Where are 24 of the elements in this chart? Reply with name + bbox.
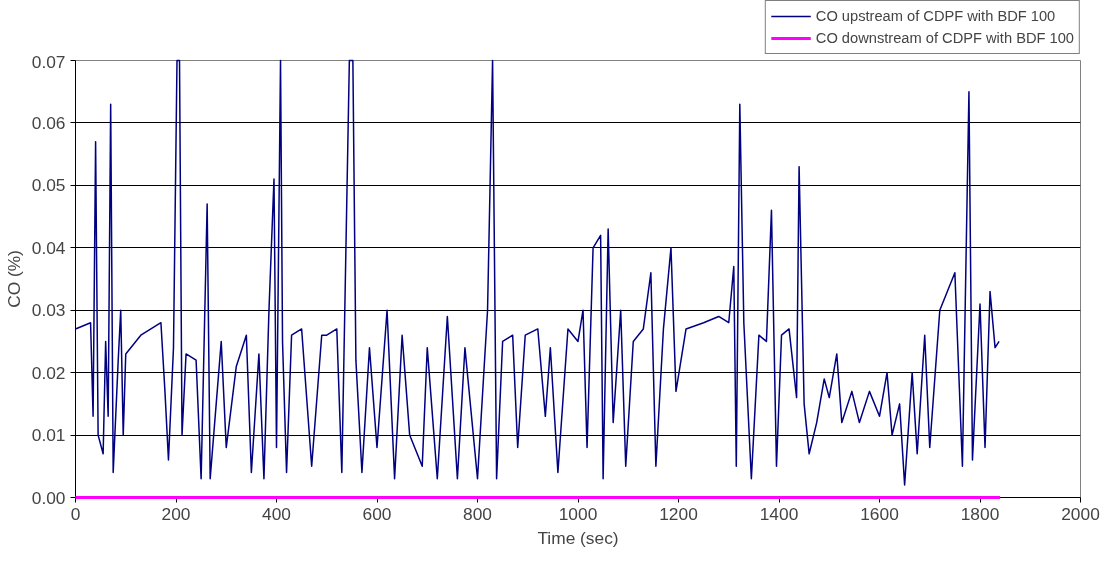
legend-label: CO downstream of CDPF with BDF 100 [815,30,1074,46]
y-tick-label: 0.04 [31,237,66,258]
y-tick-label: 0.07 [31,51,66,72]
y-tick-label: 0.02 [31,362,66,383]
y-tick-label: 0.05 [31,175,66,196]
y-tick-label: 0.03 [31,300,66,321]
line-series [74,59,1000,486]
x-tick-label: 2000 [1061,503,1100,524]
y-tick-label: 0.01 [31,425,66,446]
y-tick-label: 0.06 [31,112,66,133]
x-tick-label: 800 [463,503,492,524]
x-axis-title: Time (sec) [537,527,619,548]
legend-label: CO upstream of CDPF with BDF 100 [815,8,1056,24]
y-tick-label: 0.00 [31,487,66,508]
x-tick-label: 1000 [558,503,598,524]
y-axis-title: CO (%) [3,250,24,308]
x-tick-label: 0 [70,503,81,524]
x-tick-label: 400 [262,503,291,524]
x-tick-label: 1600 [860,503,899,524]
x-tick-label: 1800 [960,503,1000,524]
x-tick-label: 1400 [759,503,799,524]
x-tick-label: 1200 [659,503,698,524]
x-tick-label: 200 [161,503,191,524]
x-tick-label: 600 [362,503,392,524]
